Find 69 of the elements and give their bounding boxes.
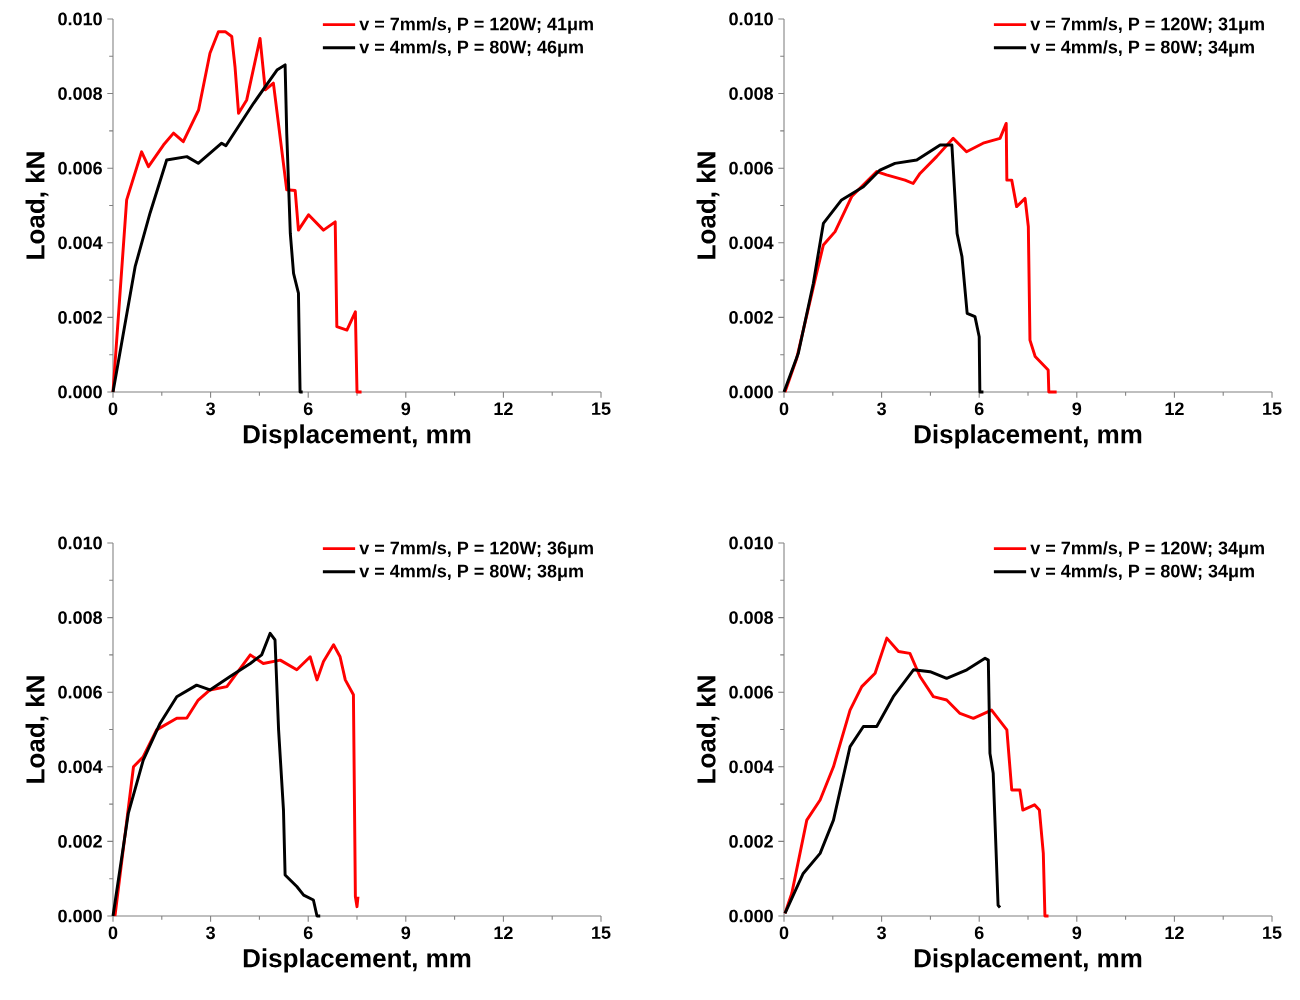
legend-label: v = 7mm/s, P = 120W; 41μm <box>359 17 593 34</box>
legend-label: v = 4mm/s, P = 80W; 34μm <box>1030 40 1254 57</box>
legend-label: v = 7mm/s, P = 120W; 31μm <box>1030 17 1264 34</box>
x-tick-label: 9 <box>401 402 411 416</box>
line-series <box>783 636 1050 918</box>
x-tick-label: 6 <box>974 926 984 940</box>
y-tick-label: 0.006 <box>58 161 102 175</box>
x-tick-label: 6 <box>974 402 984 416</box>
y-tick-label: 0.008 <box>58 611 103 624</box>
y-tick-label: 0.000 <box>729 909 773 923</box>
legend-label: v = 7mm/s, P = 120W; 36μm <box>359 541 593 558</box>
x-tick-label: 0 <box>108 926 118 940</box>
x-tick-label: 15 <box>1263 402 1282 415</box>
legend-label: v = 7mm/s, P = 120W; 34μm <box>1030 541 1264 558</box>
y-tick-label: 0.002 <box>58 835 102 848</box>
x-tick-label: 0 <box>108 402 118 416</box>
y-tick-label: 0.010 <box>58 536 102 550</box>
x-tick-label: 12 <box>494 402 513 415</box>
x-tick-label: 12 <box>494 926 513 939</box>
y-tick-label: 0.002 <box>58 311 102 324</box>
y-tick-label: 0.008 <box>729 611 774 624</box>
x-tick-label: 3 <box>206 926 215 940</box>
x-axis-title: Displacement, mm <box>243 424 471 449</box>
y-tick-label: 0.004 <box>729 760 774 774</box>
x-tick-label: 9 <box>401 926 411 940</box>
line-series <box>783 656 1002 915</box>
x-tick-label: 9 <box>1072 402 1082 416</box>
y-axis-title: Load, kN <box>696 152 720 259</box>
y-tick-label: 0.008 <box>729 87 774 100</box>
x-tick-label: 6 <box>303 926 313 940</box>
legend-label: v = 4mm/s, P = 80W; 46μm <box>359 40 583 57</box>
y-tick-label: 0.000 <box>58 385 102 399</box>
line-series <box>782 143 985 394</box>
y-tick-label: 0.010 <box>58 12 102 26</box>
y-tick-label: 0.006 <box>729 685 773 699</box>
y-tick-label: 0.006 <box>58 685 102 699</box>
y-axis-title: Load, kN <box>696 676 720 783</box>
y-tick-label: 0.004 <box>729 236 774 250</box>
x-tick-label: 12 <box>1165 402 1184 415</box>
x-tick-label: 3 <box>877 926 886 940</box>
x-tick-label: 0 <box>779 926 789 940</box>
y-tick-label: 0.000 <box>58 909 102 923</box>
y-tick-label: 0.008 <box>58 87 103 100</box>
x-tick-label: 3 <box>877 402 886 416</box>
line-series <box>111 63 305 394</box>
x-tick-label: 9 <box>1072 926 1082 940</box>
y-axis-title: Load, kN <box>25 676 49 783</box>
x-axis-title: Displacement, mm <box>914 948 1142 973</box>
x-tick-label: 12 <box>1165 926 1184 939</box>
legend-label: v = 4mm/s, P = 80W; 38μm <box>359 564 583 581</box>
legend-label: v = 4mm/s, P = 80W; 34μm <box>1030 564 1254 581</box>
y-tick-label: 0.002 <box>729 835 773 848</box>
y-tick-label: 0.010 <box>729 12 773 26</box>
line-series <box>111 631 322 918</box>
x-tick-label: 6 <box>303 402 313 416</box>
x-tick-label: 15 <box>592 926 611 939</box>
y-tick-label: 0.004 <box>58 236 103 250</box>
y-tick-label: 0.000 <box>729 385 773 399</box>
x-axis-title: Displacement, mm <box>914 424 1142 449</box>
y-axis-title: Load, kN <box>25 152 49 259</box>
y-tick-label: 0.006 <box>729 161 773 175</box>
x-tick-label: 0 <box>779 402 789 416</box>
x-tick-label: 15 <box>592 402 611 415</box>
x-tick-label: 3 <box>206 402 215 416</box>
x-tick-label: 15 <box>1263 926 1282 939</box>
y-tick-label: 0.010 <box>729 536 773 550</box>
y-tick-label: 0.002 <box>729 311 773 324</box>
y-tick-label: 0.004 <box>58 760 103 774</box>
x-axis-title: Displacement, mm <box>243 948 471 973</box>
